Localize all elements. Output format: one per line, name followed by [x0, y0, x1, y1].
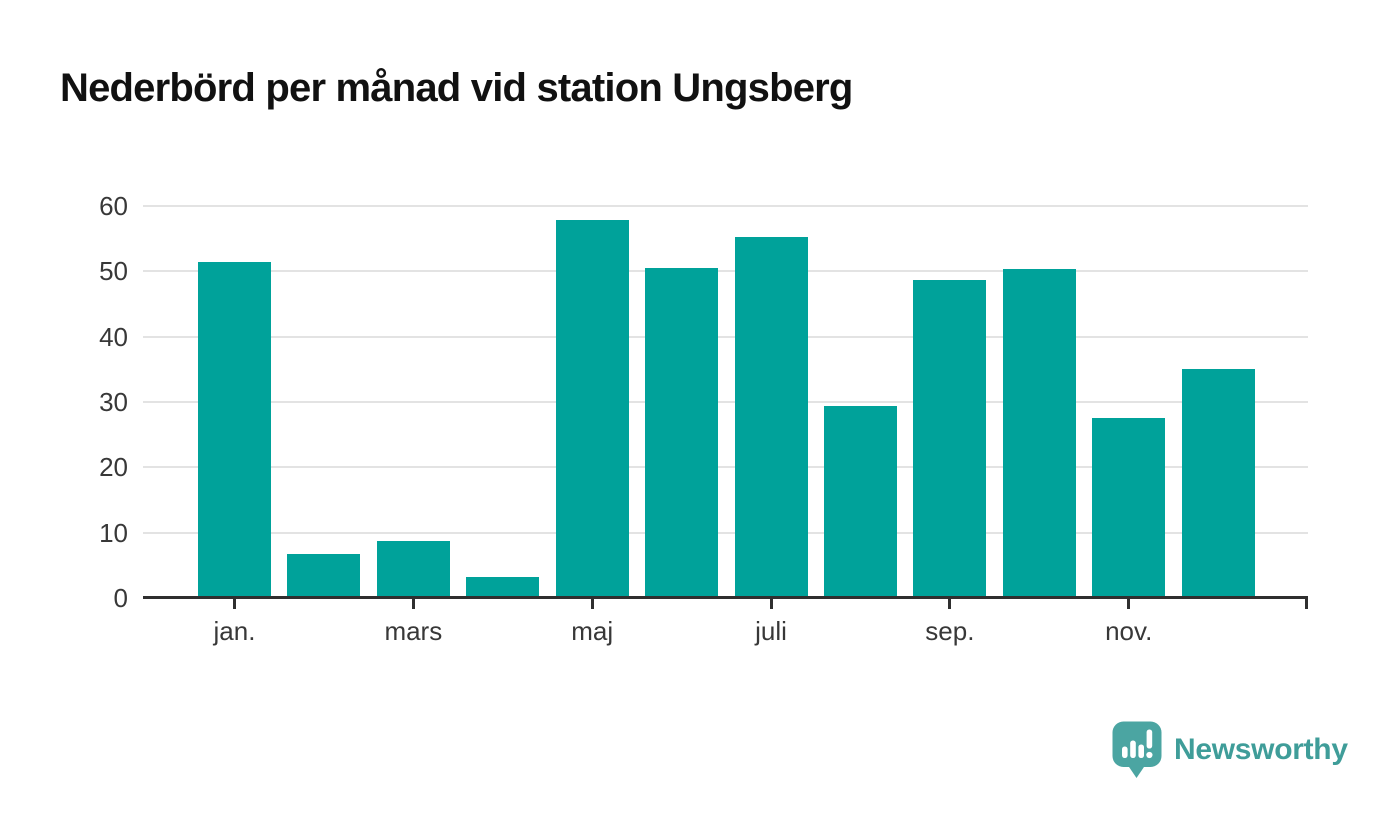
y-tick-label: 40 [99, 321, 128, 352]
axis-baseline [143, 596, 1308, 599]
gridline [143, 531, 1308, 534]
bar [1002, 269, 1076, 598]
x-tick [411, 599, 415, 609]
bar [376, 540, 450, 598]
x-tick [948, 599, 952, 609]
x-tick-label: sep. [925, 616, 975, 646]
chart-title: Nederbörd per månad vid station Ungsberg [60, 66, 853, 110]
x-tick-label: maj [571, 616, 614, 646]
newsworthy-logo-icon [1112, 721, 1162, 778]
y-tick-label: 60 [99, 191, 128, 221]
bar [287, 554, 361, 598]
gridline [143, 401, 1308, 403]
y-tick-label: 20 [99, 452, 128, 483]
bar [1092, 418, 1166, 598]
y-tick-label: 30 [99, 387, 128, 417]
bar [734, 237, 808, 598]
y-tick-label: 50 [99, 256, 128, 287]
axis-end-tick [1305, 596, 1308, 609]
x-tick [233, 599, 236, 609]
x-tick [590, 599, 594, 609]
x-tick-label: jan. [213, 616, 256, 646]
x-tick-label: nov. [1105, 616, 1153, 646]
bar [198, 261, 271, 598]
x-tick [1127, 599, 1131, 609]
brand-name: Newsworthy [1174, 732, 1348, 766]
bar [823, 405, 897, 598]
brand-footer: Newsworthy [1112, 721, 1348, 778]
bar [913, 279, 987, 598]
bar [1181, 369, 1255, 598]
bar [466, 577, 540, 598]
x-tick-label: juli [755, 616, 787, 646]
x-tick-label: mars [384, 616, 443, 646]
gridline [143, 205, 1308, 207]
x-tick [769, 599, 773, 609]
bar [645, 268, 719, 598]
gridline [143, 270, 1308, 273]
bar [555, 220, 629, 598]
gridline [143, 466, 1308, 469]
gridline [143, 335, 1308, 338]
y-tick-label: 0 [113, 583, 128, 613]
y-tick-label: 10 [99, 517, 128, 548]
